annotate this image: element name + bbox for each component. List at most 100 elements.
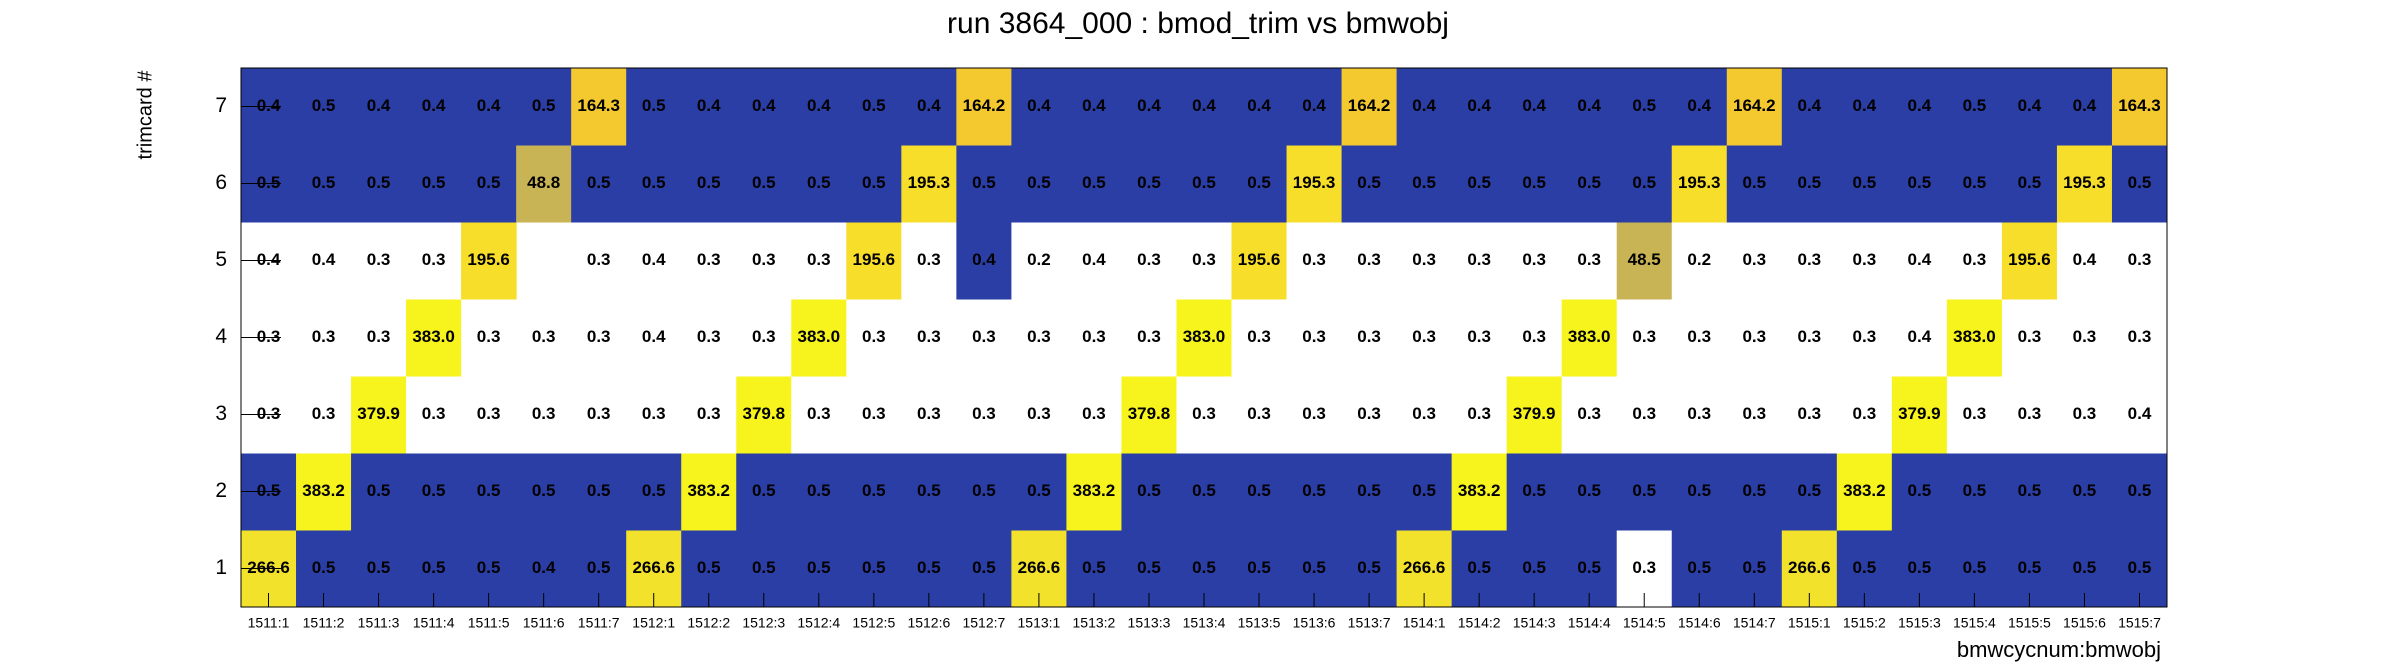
cell-label: 0.3 (1963, 250, 1987, 269)
cell-label: 0.5 (2073, 481, 2097, 500)
x-tick-label: 1515:2 (1843, 615, 1886, 631)
cell-label: 0.5 (257, 173, 281, 192)
cell (1286, 68, 1343, 146)
cell (901, 145, 957, 223)
cell (1506, 453, 1563, 531)
cell-label: 0.3 (1742, 404, 1766, 423)
cell (2111, 145, 2168, 223)
y-tick-label: 7 (215, 94, 227, 117)
cell-label: 164.3 (577, 96, 620, 115)
cell-label: 0.3 (2018, 327, 2042, 346)
cell (2001, 376, 2058, 454)
cell-label: 0.3 (1577, 250, 1601, 269)
x-tick-label: 1511:6 (523, 615, 565, 631)
y-tick-label: 4 (215, 325, 227, 348)
cell (461, 222, 517, 300)
cell (1396, 299, 1453, 377)
cell (1781, 68, 1838, 146)
cell-label: 0.3 (1357, 250, 1381, 269)
cell-label: 0.5 (1908, 481, 1932, 500)
cell-label: 0.5 (422, 481, 446, 500)
cell (1066, 453, 1122, 531)
cell-label: 379.8 (1128, 404, 1171, 423)
cell (296, 299, 352, 377)
cell-label: 383.0 (798, 327, 841, 346)
cell (736, 376, 792, 454)
cell (1616, 68, 1673, 146)
cell-label: 266.6 (247, 558, 290, 577)
cell-label: 0.4 (257, 96, 281, 115)
cell (1176, 68, 1233, 146)
cell-label: 0.5 (1247, 558, 1271, 577)
cell-label: 0.3 (752, 327, 776, 346)
cell-label: 0.5 (1632, 173, 1656, 192)
cell (1726, 299, 1783, 377)
cell (1946, 376, 2003, 454)
cell (1726, 68, 1783, 146)
x-tick-label: 1512:5 (852, 615, 895, 631)
cell-label: 0.5 (1577, 173, 1601, 192)
cell-label: 0.4 (312, 250, 336, 269)
cell (736, 299, 792, 377)
cell-label: 0.4 (1082, 96, 1106, 115)
cell-label: 0.5 (367, 481, 391, 500)
cell-label: 195.3 (1678, 173, 1721, 192)
cell-label: 0.5 (1742, 173, 1766, 192)
cell-label: 0.3 (1137, 327, 1161, 346)
cell (1286, 453, 1343, 531)
cell (1671, 222, 1728, 300)
cell-label: 383.0 (412, 327, 455, 346)
cell (1836, 453, 1893, 531)
cell (571, 376, 627, 454)
cell (1891, 376, 1948, 454)
cell-label: 0.3 (367, 250, 391, 269)
cell-label: 0.4 (1908, 327, 1932, 346)
x-tick-label: 1511:2 (303, 615, 345, 631)
cell-label: 0.5 (697, 558, 721, 577)
cell (1341, 68, 1398, 146)
cell (571, 222, 627, 300)
cell (626, 376, 682, 454)
cell-label: 0.5 (1412, 173, 1436, 192)
cell-label: 0.4 (1577, 96, 1601, 115)
cell-label: 266.6 (1788, 558, 1831, 577)
cell-label: 0.5 (477, 173, 501, 192)
cell-label: 266.6 (632, 558, 675, 577)
cell (406, 299, 462, 377)
cell-label: 0.3 (807, 250, 831, 269)
cell-label: 0.3 (1742, 327, 1766, 346)
cell (2111, 222, 2168, 300)
cell-label: 0.5 (862, 96, 886, 115)
cell-label: 0.5 (1247, 481, 1271, 500)
cell-label: 0.5 (1467, 173, 1491, 192)
cell (1176, 453, 1233, 531)
cell (1011, 68, 1067, 146)
cell-label: 0.5 (2128, 173, 2152, 192)
cell (791, 222, 847, 300)
cell (406, 222, 462, 300)
cell (1231, 68, 1288, 146)
x-tick-label: 1513:5 (1238, 615, 1281, 631)
x-tick-label: 1515:5 (2008, 615, 2051, 631)
cell (1451, 145, 1508, 223)
cell-label: 0.3 (312, 404, 336, 423)
cell-label: 0.4 (532, 558, 556, 577)
cell-label: 0.5 (1247, 173, 1271, 192)
cell-label: 0.3 (752, 250, 776, 269)
cell-label: 0.5 (972, 173, 996, 192)
cell (901, 68, 957, 146)
cell-label: 0.4 (477, 96, 501, 115)
cell-label: 0.3 (1632, 327, 1656, 346)
cell (681, 453, 737, 531)
cell-label: 0.3 (1797, 327, 1821, 346)
y-axis-label: trimcard # (134, 70, 156, 160)
cell (1781, 145, 1838, 223)
cell (956, 376, 1012, 454)
cell (461, 299, 517, 377)
cell-label: 0.4 (2018, 96, 2042, 115)
cell-label: 0.4 (257, 250, 281, 269)
cell (516, 453, 572, 531)
cell-label: 0.5 (862, 481, 886, 500)
cell (351, 299, 407, 377)
cell (516, 68, 572, 146)
